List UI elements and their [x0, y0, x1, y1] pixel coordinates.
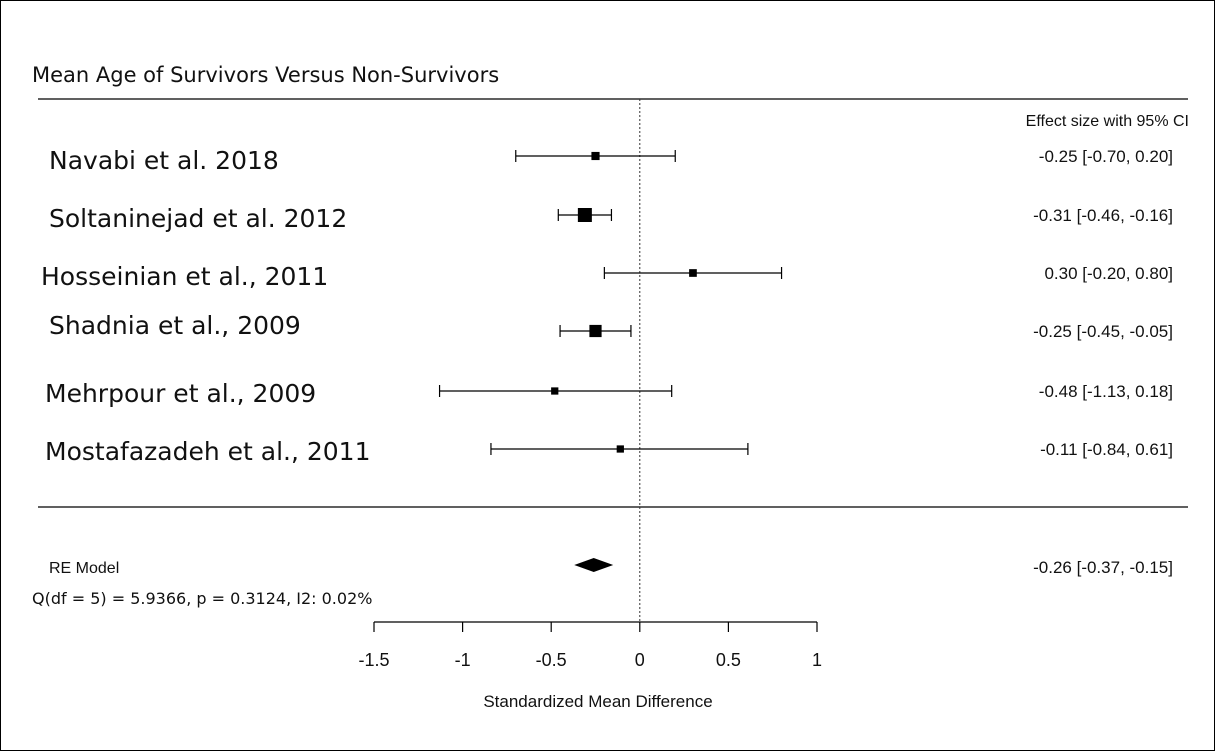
x-tick-label: -0.5 [536, 650, 567, 670]
effect-marker [589, 324, 602, 338]
chart-title: Mean Age of Survivors Versus Non-Survivo… [32, 63, 499, 87]
study-ci-label: -0.11 [-0.84, 0.61] [1040, 440, 1173, 459]
study-ci-label: 0.30 [-0.20, 0.80] [1044, 264, 1173, 283]
effect-size-column-header: Effect size with 95% CI [1026, 113, 1189, 130]
summary-diamond [574, 558, 614, 572]
study-row: Mehrpour et al., 2009 -0.48 [-1.13, 0.18] [45, 379, 1173, 408]
study-row: Mostafazadeh et al., 2011 -0.11 [-0.84, 0… [45, 437, 1173, 466]
study-row: Navabi et al. 2018 -0.25 [-0.70, 0.20] [49, 146, 1173, 175]
x-tick-label: -1 [455, 650, 471, 670]
study-ci-label: -0.48 [-1.13, 0.18] [1039, 382, 1173, 401]
frame-lines [38, 98, 1188, 508]
x-axis-label: Standardized Mean Difference [483, 692, 712, 711]
effect-marker [689, 269, 697, 277]
summary-row: RE Model -0.26 [-0.37, -0.15] Q(df = 5) … [32, 558, 1173, 608]
heterogeneity-stats: Q(df = 5) = 5.9366, p = 0.3124, I2: 0.02… [32, 589, 372, 608]
study-label: Navabi et al. 2018 [49, 146, 279, 175]
effect-marker [616, 445, 624, 453]
study-ci-label: -0.31 [-0.46, -0.16] [1033, 206, 1173, 225]
effect-marker [577, 208, 592, 222]
study-label: Hosseinian et al., 2011 [41, 262, 328, 291]
summary-ci-label: -0.26 [-0.37, -0.15] [1033, 558, 1173, 577]
effect-marker [551, 387, 559, 395]
study-ci-label: -0.25 [-0.70, 0.20] [1039, 147, 1173, 166]
x-tick-label: -1.5 [358, 650, 389, 670]
x-tick-label: 0.5 [716, 650, 741, 670]
effect-marker [591, 151, 600, 161]
study-label: Mostafazadeh et al., 2011 [45, 437, 370, 466]
study-label: Shadnia et al., 2009 [49, 311, 301, 340]
summary-model-label: RE Model [49, 560, 119, 577]
x-axis: Standardized Mean Difference -1.5 -1 -0.5 0… [358, 621, 822, 711]
study-rows: Navabi et al. 2018 -0.25 [-0.70, 0.20] Sol… [41, 146, 1173, 466]
x-tick-label: 0 [635, 650, 645, 670]
study-ci-label: -0.25 [-0.45, -0.05] [1033, 322, 1173, 341]
study-label: Soltaninejad et al. 2012 [49, 204, 347, 233]
x-tick-label: 1 [812, 650, 822, 670]
study-label: Mehrpour et al., 2009 [45, 379, 316, 408]
study-row: Soltaninejad et al. 2012 -0.31 [-0.46, -0… [49, 204, 1173, 233]
study-row: Shadnia et al., 2009 -0.25 [-0.45, -0.05] [49, 311, 1173, 341]
study-row: Hosseinian et al., 2011 0.30 [-0.20, 0.80… [41, 262, 1173, 291]
